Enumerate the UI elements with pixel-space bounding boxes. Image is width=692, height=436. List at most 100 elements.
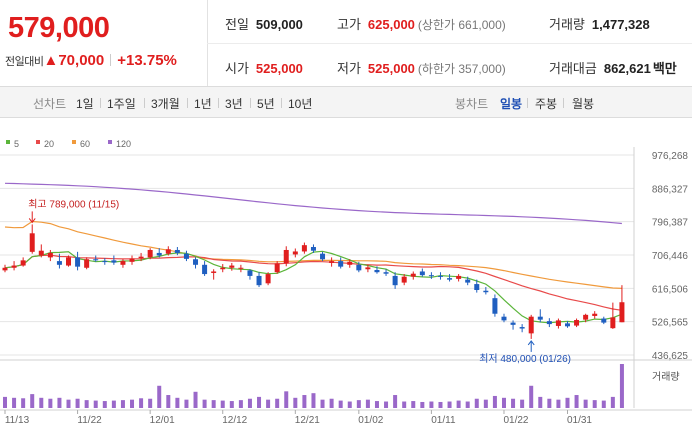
y-tick-label: 976,268: [652, 151, 689, 162]
volume-bar: [583, 399, 588, 408]
tab-weekly[interactable]: 주봉: [535, 97, 558, 111]
volume-bar: [501, 397, 506, 408]
volume-bar: [257, 396, 262, 408]
candle-body: [583, 314, 589, 320]
candle-body: [356, 264, 362, 271]
up-arrow-icon: ▲: [43, 52, 59, 69]
tab-10y[interactable]: 10년: [288, 97, 313, 111]
candle-body: [265, 274, 271, 284]
tab-5y[interactable]: 5년: [257, 97, 275, 111]
candle-body: [138, 256, 144, 259]
candle-body: [147, 249, 153, 258]
volume-bar: [21, 398, 26, 408]
volume-bar: [347, 401, 352, 408]
volume-bar: [520, 399, 525, 408]
volume-bar: [66, 399, 71, 408]
volume-bar: [447, 401, 452, 408]
candle-body: [574, 320, 580, 326]
candle-body: [102, 261, 108, 263]
volume-bar: [384, 401, 389, 408]
candle-body: [410, 273, 416, 277]
legend-label: 5: [14, 139, 19, 149]
volume-bar: [547, 398, 552, 408]
candle-body: [292, 251, 298, 255]
divider: [563, 98, 564, 108]
volume-bar: [93, 400, 98, 408]
candle-chart-label: 봉차트: [455, 97, 489, 111]
tab-3m[interactable]: 3개월: [151, 97, 180, 111]
low-annotation: 최저 480,000 (01/26): [479, 353, 571, 365]
candle-body: [84, 259, 90, 268]
candle-body: [374, 269, 380, 273]
volume-bar: [565, 397, 570, 408]
volume-bar: [157, 385, 162, 408]
tab-1w[interactable]: 1주일: [107, 97, 136, 111]
volume-bar: [75, 398, 80, 408]
tab-1d[interactable]: 1일: [76, 97, 94, 111]
high-annotation: 최고 789,000 (11/15): [28, 198, 119, 210]
x-tick-label: 12/21: [295, 415, 320, 426]
tab-monthly[interactable]: 월봉: [572, 97, 595, 111]
volume-bar: [184, 399, 189, 408]
volume-bar: [474, 398, 479, 408]
change-value: 70,000: [58, 52, 105, 69]
volume-bar: [329, 398, 334, 408]
volume-bar: [311, 393, 316, 408]
y-tick-label: 616,506: [652, 284, 689, 295]
y-tick-label: 886,327: [652, 184, 689, 195]
volume-bar: [30, 394, 35, 408]
volume-bar: [556, 399, 561, 408]
x-tick-label: 12/12: [222, 415, 247, 426]
volume-bar: [202, 399, 207, 408]
volume-bar: [429, 401, 434, 408]
candle-body: [383, 272, 389, 274]
stat-turnover: 거래대금 862,621 백만: [549, 61, 677, 76]
volume-bar: [130, 399, 135, 408]
tab-3y[interactable]: 3년: [225, 97, 243, 111]
volume-bar: [102, 401, 107, 408]
candle-body: [183, 253, 189, 259]
tab-1y[interactable]: 1년: [194, 97, 212, 111]
change-percent: +13.75%: [117, 52, 177, 69]
y-tick-label: 436,625: [652, 351, 689, 362]
candle-body: [619, 302, 625, 323]
candle-body: [29, 233, 35, 252]
x-tick-label: 12/01: [150, 415, 175, 426]
chart-grid: [0, 147, 692, 411]
volume-bar: [3, 396, 7, 408]
candle-body: [301, 245, 307, 252]
current-price: 579,000: [8, 12, 110, 44]
candle-body: [447, 278, 453, 280]
volume-bar: [57, 397, 62, 408]
high-marker-arrowhead: [28, 218, 36, 224]
candle-body: [492, 298, 498, 314]
legend-label: 60: [80, 139, 90, 149]
stat-volume: 거래량 1,477,328: [549, 17, 650, 32]
volume-bar: [111, 400, 116, 408]
volume-bar: [610, 396, 615, 408]
candle-body: [419, 271, 425, 276]
candle-body: [38, 250, 44, 256]
candle-body: [93, 259, 99, 261]
legend-label: 20: [44, 139, 54, 149]
volume-bar: [438, 401, 443, 408]
candle-body: [320, 253, 326, 260]
candle-body: [174, 249, 180, 253]
change-label: 전일대비: [5, 56, 44, 68]
candle-body: [329, 261, 335, 263]
candle-body: [601, 318, 607, 323]
line-chart-label: 선차트: [33, 97, 67, 111]
volume-bar: [211, 400, 216, 408]
candle-body: [75, 257, 81, 267]
candle-body: [11, 265, 17, 268]
volume-bar: [483, 399, 488, 408]
candle-body: [501, 316, 507, 321]
change-row: 전일대비▲70,000 +13.75%: [5, 52, 177, 69]
candle-body: [347, 261, 353, 265]
volume-bar: [402, 401, 407, 408]
legend-swatch: [108, 140, 112, 144]
candle-body: [66, 257, 72, 266]
candle-body: [610, 317, 616, 329]
tab-daily[interactable]: 일봉: [500, 97, 523, 111]
divider: [207, 43, 692, 44]
